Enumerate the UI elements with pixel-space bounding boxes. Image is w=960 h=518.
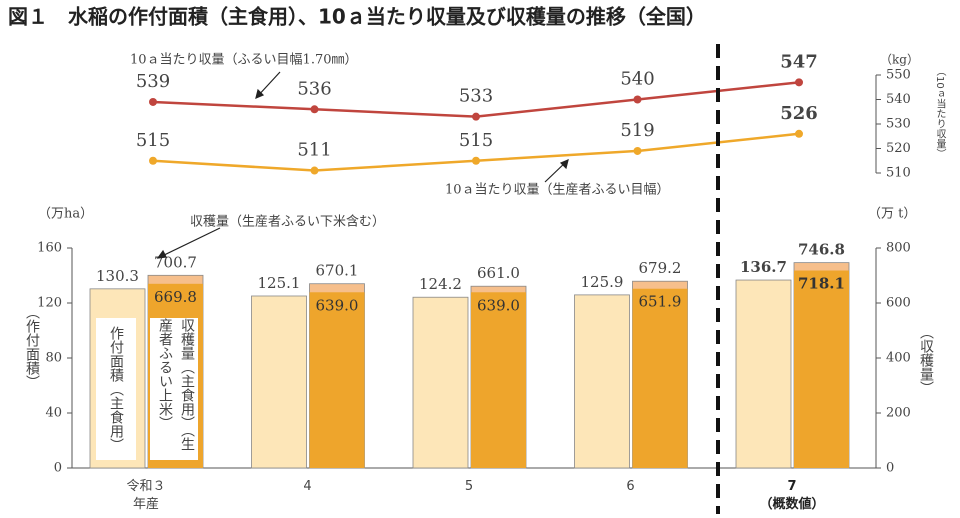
- y2-axis-label: （収穫量）: [918, 325, 934, 395]
- value-label: 519: [620, 120, 654, 141]
- x-tick-label: 令和３ 年産: [126, 479, 166, 512]
- y2-tick-label: 800: [886, 241, 911, 256]
- series-annotation: 10ａ当たり収量（生産者ふるい目幅）: [445, 182, 670, 198]
- bar: [632, 288, 688, 468]
- value-label: 125.9: [581, 273, 624, 291]
- line-unit: （kg）: [880, 53, 919, 67]
- bar: [412, 296, 469, 469]
- series-annotation: 収穫量（生産者ふるい下米含む）: [190, 214, 385, 230]
- value-label: 718.1: [798, 275, 845, 293]
- value-label: 540: [620, 69, 654, 90]
- bar: [735, 279, 792, 469]
- point: [795, 129, 803, 138]
- value-label: 526: [780, 103, 818, 124]
- line-tick-label: 510: [886, 166, 911, 181]
- value-label: 639.0: [316, 296, 359, 314]
- bar-annotation: 収穫量（主食用）（生産者ふるい上米）: [150, 318, 198, 460]
- point: [633, 146, 642, 155]
- point: [795, 78, 803, 87]
- x-tick-label: 6: [626, 479, 635, 494]
- x-tick-label: 5: [464, 479, 474, 494]
- y-tick-label: 160: [37, 241, 62, 256]
- bar: [309, 292, 365, 468]
- value-label: 136.7: [740, 258, 787, 276]
- chart-title: 図１ 水稲の作付面積（主食用）、10ａ当たり収量及び収穫量の推移（全国）: [8, 5, 706, 29]
- y-axis-label: （作付面積）: [24, 305, 40, 389]
- line-tick-label: 540: [886, 92, 911, 107]
- point: [633, 95, 642, 104]
- bar: [574, 294, 630, 469]
- line-axis-label: （10ａ当たり収量）: [934, 66, 945, 159]
- value-label: 700.7: [154, 253, 197, 271]
- value-label: 746.8: [798, 241, 845, 259]
- value-label: 669.8: [154, 288, 197, 306]
- bar: [251, 295, 307, 469]
- arrows: [156, 71, 569, 259]
- y-unit: （万ha）: [38, 207, 93, 222]
- y2-unit: （万 t）: [868, 207, 916, 222]
- point: [149, 97, 157, 106]
- value-label: 511: [297, 140, 331, 161]
- value-label: 651.9: [639, 293, 682, 311]
- value-label: 125.1: [258, 274, 301, 292]
- bar: [471, 292, 526, 468]
- y-tick-label: 40: [45, 406, 62, 421]
- point: [310, 105, 319, 114]
- value-label: 670.1: [316, 262, 359, 280]
- y2-tick-label: 600: [886, 296, 911, 311]
- y2-tick-label: 200: [886, 406, 911, 421]
- value-label: 124.2: [419, 275, 462, 293]
- value-label: 639.0: [477, 296, 520, 314]
- line-tick-label: 530: [886, 117, 911, 132]
- x-tick-label: 7 （概数値）: [759, 479, 825, 512]
- value-label: 539: [136, 71, 170, 92]
- value-label: 533: [459, 86, 493, 107]
- value-label: 679.2: [639, 259, 682, 277]
- point: [149, 156, 157, 165]
- y-tick-label: 0: [54, 461, 62, 476]
- x-tick-label: 4: [303, 479, 312, 494]
- value-label: 536: [297, 78, 331, 99]
- line-tick-label: 520: [886, 141, 911, 156]
- y-tick-label: 80: [45, 351, 62, 366]
- value-label: 661.0: [477, 264, 520, 282]
- y2-tick-label: 0: [886, 461, 894, 476]
- series-annotation: 10ａ当たり収量（ふるい目幅1.70㎜）: [130, 53, 358, 68]
- line-tick-label: 550: [886, 68, 911, 83]
- point: [472, 156, 480, 165]
- y2-tick-label: 400: [886, 351, 911, 366]
- value-label: 547: [780, 51, 818, 72]
- value-label: 515: [136, 130, 170, 151]
- point: [472, 112, 480, 121]
- bar-annotation: 作付面積（主食用）: [96, 318, 136, 460]
- point: [310, 166, 319, 175]
- y-tick-label: 120: [37, 296, 62, 311]
- value-label: 130.3: [96, 267, 139, 285]
- value-label: 515: [459, 130, 493, 151]
- bar: [794, 270, 849, 468]
